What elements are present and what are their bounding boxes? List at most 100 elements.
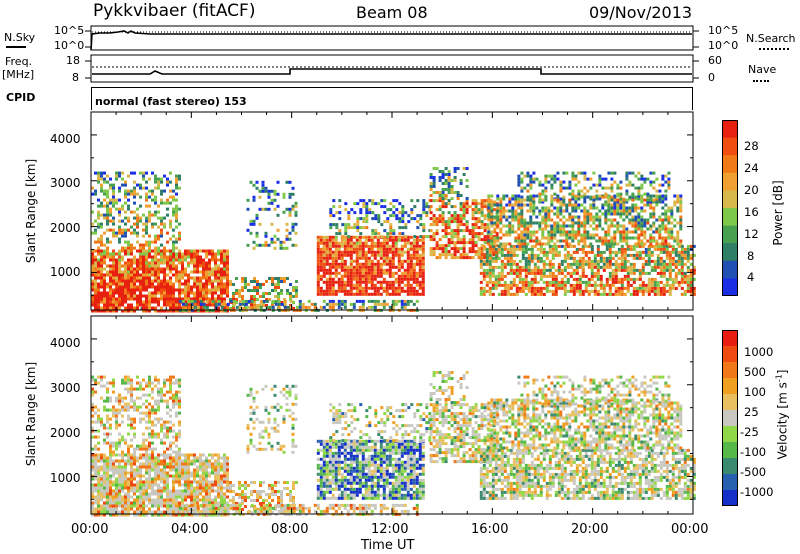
range-time-cell bbox=[103, 510, 106, 514]
range-time-cell bbox=[142, 486, 145, 490]
range-time-cell bbox=[249, 219, 253, 223]
range-time-cell bbox=[388, 283, 392, 287]
range-time-cell bbox=[456, 247, 460, 251]
range-time-cell bbox=[422, 211, 426, 215]
range-time-cell bbox=[316, 274, 320, 278]
range-time-cell bbox=[453, 170, 457, 173]
range-time-cell bbox=[106, 282, 109, 286]
range-time-cell bbox=[148, 219, 151, 223]
range-time-cell bbox=[335, 223, 339, 227]
range-time-cell bbox=[187, 303, 190, 307]
range-time-cell bbox=[196, 282, 199, 286]
range-time-cell bbox=[205, 282, 208, 286]
range-time-cell bbox=[256, 283, 259, 286]
range-time-cell bbox=[362, 205, 366, 209]
freq-unit-label: [MHz] bbox=[2, 68, 35, 81]
range-time-cell bbox=[181, 291, 184, 295]
range-time-cell bbox=[196, 297, 199, 301]
range-time-cell bbox=[115, 201, 118, 205]
range-time-cell bbox=[157, 177, 160, 181]
range-time-cell bbox=[397, 235, 401, 239]
range-time-cell bbox=[316, 247, 320, 251]
range-time-cell bbox=[328, 271, 332, 275]
range-time-cell bbox=[124, 291, 127, 295]
range-time-cell bbox=[444, 182, 448, 185]
range-time-cell bbox=[355, 289, 359, 293]
range-time-cell bbox=[334, 289, 338, 293]
range-time-cell bbox=[352, 274, 356, 278]
range-time-cell bbox=[232, 295, 235, 298]
range-time-cell bbox=[166, 279, 169, 283]
range-time-cell bbox=[211, 255, 214, 259]
range-time-cell bbox=[355, 250, 359, 254]
range-time-cell bbox=[438, 197, 442, 200]
range-time-cell bbox=[121, 510, 124, 514]
range-time-cell bbox=[371, 217, 375, 221]
range-time-cell bbox=[412, 268, 416, 272]
range-time-cell bbox=[136, 273, 139, 277]
range-time-cell bbox=[495, 244, 499, 248]
range-time-cell bbox=[178, 279, 181, 283]
range-time-cell bbox=[121, 300, 124, 304]
range-time-cell bbox=[404, 211, 408, 215]
range-time-cell bbox=[343, 247, 347, 251]
range-time-cell bbox=[145, 270, 148, 274]
range-time-cell bbox=[187, 261, 190, 265]
range-time-cell bbox=[406, 247, 410, 251]
range-time-cell bbox=[169, 285, 172, 289]
range-time-cell bbox=[142, 270, 145, 274]
range-time-cell bbox=[343, 259, 347, 263]
range-time-cell bbox=[349, 244, 353, 248]
range-time-cell bbox=[255, 243, 259, 247]
range-time-cell bbox=[415, 247, 419, 251]
range-time-cell bbox=[178, 285, 181, 289]
range-time-cell bbox=[100, 177, 103, 181]
range-time-cell bbox=[331, 244, 335, 248]
range-time-cell bbox=[400, 286, 404, 290]
range-time-cell bbox=[202, 261, 205, 265]
range-time-cell bbox=[184, 282, 187, 286]
range-time-cell bbox=[252, 222, 256, 226]
range-time-cell bbox=[477, 232, 481, 236]
range-time-cell bbox=[415, 244, 419, 248]
range-time-cell bbox=[346, 292, 350, 296]
range-time-cell bbox=[145, 231, 148, 235]
range-time-cell bbox=[459, 208, 463, 212]
range-time-cell bbox=[246, 228, 250, 232]
range-time-cell bbox=[199, 294, 202, 298]
range-time-cell bbox=[353, 223, 357, 227]
range-time-cell bbox=[379, 250, 383, 254]
range-time-cell bbox=[291, 228, 295, 232]
range-time-cell bbox=[118, 207, 121, 211]
range-time-cell bbox=[334, 259, 338, 263]
range-time-cell bbox=[94, 273, 97, 277]
range-time-cell bbox=[471, 250, 475, 254]
range-time-cell bbox=[175, 297, 178, 301]
range-time-cell bbox=[124, 468, 127, 472]
range-time-cell bbox=[208, 300, 211, 304]
range-time-cell bbox=[97, 300, 100, 304]
range-time-cell bbox=[202, 249, 205, 253]
range-time-cell bbox=[121, 279, 124, 283]
range-time-cell bbox=[462, 223, 466, 227]
range-time-cell bbox=[160, 252, 163, 256]
range-time-cell bbox=[367, 286, 371, 290]
range-time-cell bbox=[145, 504, 148, 508]
range-time-cell bbox=[211, 297, 214, 301]
range-time-cell bbox=[325, 286, 329, 290]
range-time-cell bbox=[319, 292, 323, 296]
range-time-cell bbox=[385, 250, 389, 254]
range-time-cell bbox=[175, 180, 178, 184]
range-time-cell bbox=[121, 474, 124, 478]
range-time-cell bbox=[172, 297, 175, 301]
range-time-cell bbox=[241, 298, 244, 301]
range-time-cell bbox=[403, 274, 407, 278]
range-time-cell bbox=[109, 501, 112, 505]
range-time-cell bbox=[316, 262, 320, 266]
range-time-cell bbox=[376, 265, 380, 269]
range-time-cell bbox=[343, 283, 347, 287]
range-time-cell bbox=[142, 495, 145, 499]
range-time-cell bbox=[121, 498, 124, 502]
range-time-cell bbox=[401, 226, 405, 230]
